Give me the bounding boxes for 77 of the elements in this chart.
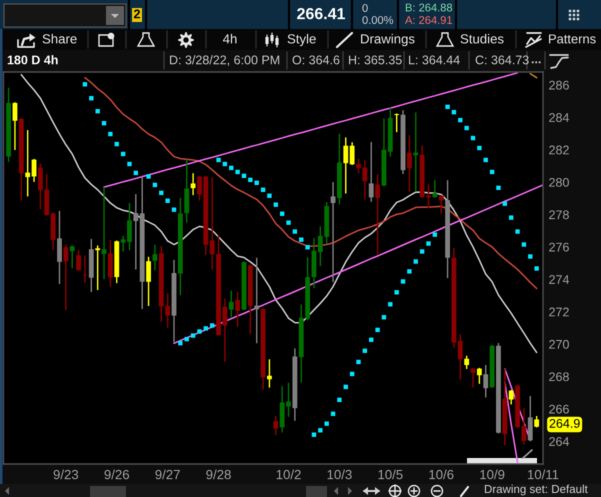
line-series: [20, 74, 538, 354]
x-tick-label: 9/28: [206, 470, 231, 480]
candlestick: [190, 173, 196, 196]
x-tick-label: 10/5: [378, 470, 403, 480]
candlestick: [330, 182, 336, 282]
candlestick: [254, 258, 260, 344]
text: Studies: [460, 34, 504, 44]
y-tick-label: 278: [549, 210, 569, 220]
candlestick: [133, 194, 138, 270]
candlestick: [210, 177, 215, 270]
x-tick-label: 10/3: [328, 470, 352, 480]
x-tick-label: 10/9: [480, 470, 504, 480]
candlestick: [464, 356, 470, 369]
candlestick: [12, 102, 18, 150]
candlestick: [508, 390, 514, 404]
text: 266.41: [297, 8, 345, 20]
candlestick: [63, 244, 68, 310]
text: Share: [42, 34, 77, 44]
candlestick: [102, 187, 106, 280]
y-tick-label: 266: [549, 404, 569, 414]
text: B: 264.88: [406, 4, 452, 12]
candlestick: [394, 113, 400, 132]
text: D: 3/28/22, 6:00 PM: [170, 55, 280, 66]
candlestick: [152, 244, 158, 270]
text: 4h: [222, 34, 236, 44]
candlestick: [368, 142, 374, 202]
candlestick: [483, 364, 488, 398]
line-series: [173, 184, 543, 344]
candlestick: [146, 256, 151, 306]
text: Drawing set: Default: [484, 484, 588, 496]
candlestick: [235, 292, 240, 327]
text: ...: [532, 61, 541, 64]
text: H: 365.35: [349, 56, 402, 64]
chart-title: 180 D 4h: [8, 55, 58, 64]
x-tick-label: 10/11: [528, 470, 558, 480]
x-tick-label: 10/2: [276, 470, 301, 480]
y-tick-label: 286: [549, 80, 569, 90]
y-tick-label: 264: [549, 437, 570, 446]
line-series: [103, 72, 518, 188]
text: C: 364.73: [476, 56, 529, 64]
candlestick: [534, 416, 540, 428]
candlestick: [476, 368, 482, 384]
candlestick: [528, 396, 533, 442]
text: A: 264.91: [405, 16, 452, 24]
candlestick: [406, 135, 412, 192]
candlestick: [76, 250, 81, 271]
text: 0: [362, 4, 368, 12]
y-tick-label: 270: [549, 340, 569, 349]
y-tick-label: 282: [549, 146, 569, 154]
x-tick-label: 9/27: [155, 470, 180, 480]
candlestick: [273, 416, 278, 436]
candlestick: [470, 368, 476, 388]
y-tick-label: 280: [549, 178, 569, 187]
candlestick: [228, 290, 234, 318]
text: Patterns: [549, 34, 596, 44]
x-tick-label: 9/23: [54, 470, 78, 480]
candlestick: [95, 245, 100, 290]
text: Drawings: [361, 34, 415, 46]
text: Style: [288, 34, 316, 46]
text: 0.00%: [362, 16, 394, 24]
y-tick-label: 272: [549, 308, 569, 316]
text: L: 364.44: [409, 56, 460, 64]
candlestick: [267, 359, 272, 388]
candlestick: [57, 210, 62, 284]
y-tick-label: 274: [549, 275, 570, 284]
text: 264.9: [550, 419, 580, 428]
text: 2: [134, 10, 140, 18]
x-tick-label: 9/26: [104, 470, 130, 480]
y-tick-label: 284: [549, 113, 570, 122]
y-tick-label: 268: [549, 372, 569, 382]
candlestick: [432, 180, 438, 198]
text: O: 364.6: [292, 56, 340, 64]
y-tick-label: 276: [549, 242, 569, 252]
line-series: [84, 76, 538, 290]
candlestick: [375, 174, 380, 254]
candlestick: [413, 112, 418, 192]
x-tick-label: 10/6: [429, 470, 454, 480]
